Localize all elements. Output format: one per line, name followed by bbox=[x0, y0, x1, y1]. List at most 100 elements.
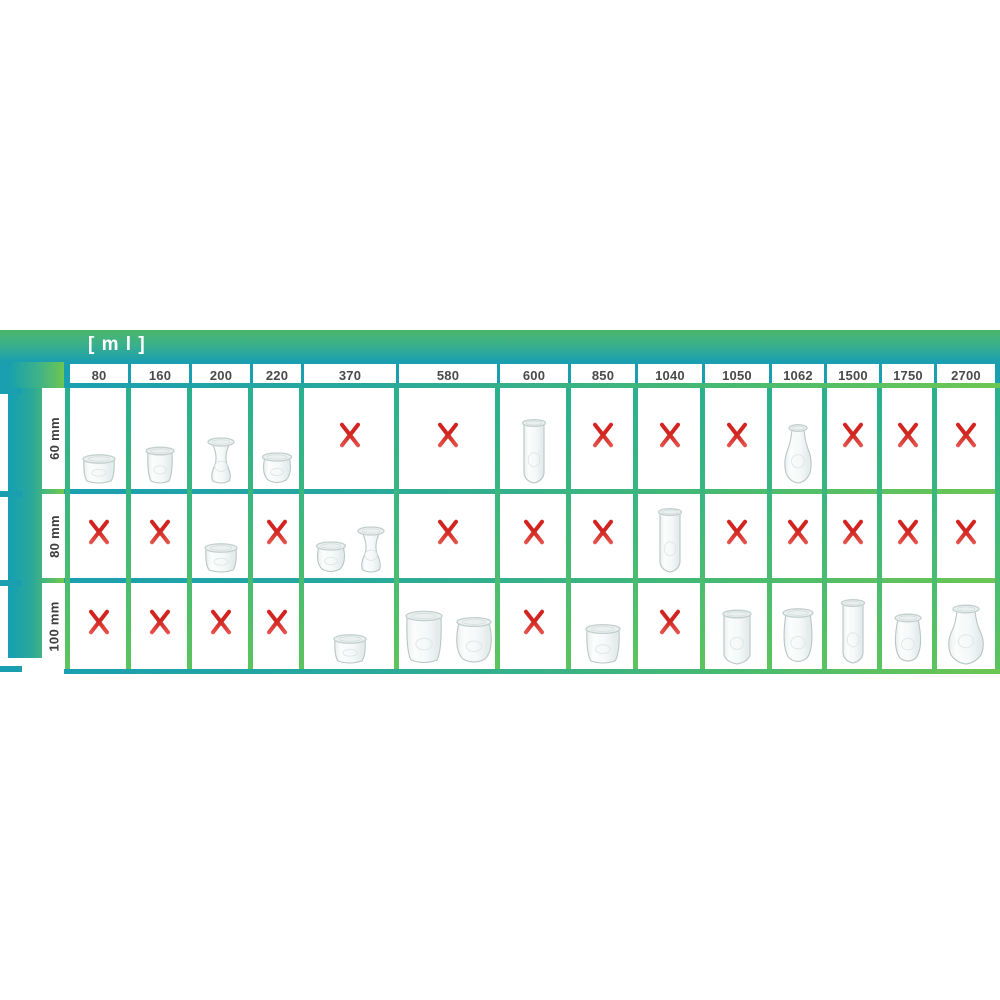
glass-jar-size-matrix: [ m l ] 80 160 200 220 370 580 600 850 1040 1050 1… bbox=[0, 330, 1000, 674]
red-cross-icon bbox=[653, 605, 687, 639]
matrix-cell-100-mm-600[interactable] bbox=[500, 583, 568, 669]
red-cross-icon bbox=[891, 418, 925, 452]
matrix-cell-80-mm-850[interactable] bbox=[571, 494, 635, 578]
matrix-cell-80-mm-220[interactable] bbox=[253, 494, 301, 578]
matrix-cell-80-mm-80[interactable] bbox=[70, 494, 128, 578]
matrix-cell-100-mm-2700[interactable] bbox=[937, 583, 995, 669]
red-cross-icon bbox=[204, 605, 238, 639]
matrix-cell-80-mm-2700[interactable] bbox=[937, 494, 995, 578]
matrix-cell-60-mm-850[interactable] bbox=[571, 388, 635, 489]
column-header-600[interactable]: 600 bbox=[500, 364, 568, 386]
column-divider-10 bbox=[767, 388, 772, 669]
matrix-cell-80-mm-200[interactable] bbox=[192, 494, 250, 578]
column-header-1750[interactable]: 1750 bbox=[882, 364, 934, 386]
matrix-cell-60-mm-1750[interactable] bbox=[882, 388, 934, 489]
red-cross-icon bbox=[82, 605, 116, 639]
matrix-cell-60-mm-600[interactable] bbox=[500, 388, 568, 489]
matrix-cell-100-mm-1750[interactable] bbox=[882, 583, 934, 669]
corner-gradient-block bbox=[8, 362, 64, 388]
column-header-580[interactable]: 580 bbox=[399, 364, 497, 386]
column-header-1040[interactable]: 1040 bbox=[638, 364, 702, 386]
column-header-200[interactable]: 200 bbox=[192, 364, 250, 386]
matrix-cell-100-mm-220[interactable] bbox=[253, 583, 301, 669]
column-header-1062[interactable]: 1062 bbox=[772, 364, 824, 386]
red-cross-icon bbox=[431, 515, 465, 549]
column-header-80[interactable]: 80 bbox=[70, 364, 128, 386]
column-divider-7 bbox=[566, 388, 571, 669]
matrix-cell-80-mm-1062[interactable] bbox=[772, 494, 824, 578]
matrix-cell-100-mm-1050[interactable] bbox=[705, 583, 769, 669]
column-header-strip: 80 160 200 220 370 580 600 850 1040 1050 1062 1500 1… bbox=[0, 362, 1000, 388]
column-divider-1 bbox=[126, 388, 131, 669]
column-divider-3 bbox=[248, 388, 253, 669]
matrix-cell-60-mm-200[interactable] bbox=[192, 388, 250, 489]
row-divider-0 bbox=[64, 383, 1000, 388]
column-header-2700[interactable]: 2700 bbox=[937, 364, 995, 386]
column-divider-9 bbox=[700, 388, 705, 669]
glass-jar-tumbler-low bbox=[329, 631, 371, 665]
column-header-220[interactable]: 220 bbox=[253, 364, 301, 386]
matrix-cell-80-mm-160[interactable] bbox=[131, 494, 189, 578]
matrix-cell-100-mm-1500[interactable] bbox=[827, 583, 879, 669]
matrix-cell-80-mm-600[interactable] bbox=[500, 494, 568, 578]
matrix-cell-100-mm-370[interactable] bbox=[304, 583, 396, 669]
red-cross-icon bbox=[836, 515, 870, 549]
matrix-cell-60-mm-160[interactable] bbox=[131, 388, 189, 489]
spine-tab-1 bbox=[0, 491, 22, 497]
column-divider-12 bbox=[877, 388, 882, 669]
glass-jar-cylinder-tall bbox=[836, 595, 870, 665]
matrix-cell-60-mm-1500[interactable] bbox=[827, 388, 879, 489]
row-header-label: 100 mm bbox=[46, 600, 62, 652]
matrix-cell-100-mm-580[interactable] bbox=[399, 583, 497, 669]
column-header-1050[interactable]: 1050 bbox=[705, 364, 769, 386]
matrix-cell-80-mm-1750[interactable] bbox=[882, 494, 934, 578]
row-divider-3 bbox=[64, 669, 1000, 674]
matrix-cell-100-mm-200[interactable] bbox=[192, 583, 250, 669]
matrix-cell-60-mm-1062[interactable] bbox=[772, 388, 824, 489]
column-header-370[interactable]: 370 bbox=[304, 364, 396, 386]
column-divider-5 bbox=[394, 388, 399, 669]
matrix-cell-100-mm-1062[interactable] bbox=[772, 583, 824, 669]
matrix-cell-60-mm-580[interactable] bbox=[399, 388, 497, 489]
column-header-160[interactable]: 160 bbox=[131, 364, 189, 386]
matrix-cell-60-mm-80[interactable] bbox=[70, 388, 128, 489]
red-cross-icon bbox=[143, 605, 177, 639]
matrix-cell-80-mm-1050[interactable] bbox=[705, 494, 769, 578]
matrix-cell-60-mm-1050[interactable] bbox=[705, 388, 769, 489]
red-cross-icon bbox=[720, 418, 754, 452]
matrix-cell-60-mm-2700[interactable] bbox=[937, 388, 995, 489]
matrix-cell-100-mm-80[interactable] bbox=[70, 583, 128, 669]
matrix-cell-100-mm-1040[interactable] bbox=[638, 583, 702, 669]
row-header-60-mm[interactable]: 60 mm bbox=[42, 388, 66, 489]
column-header-1500[interactable]: 1500 bbox=[827, 364, 879, 386]
glass-jar-tumbler-mid bbox=[581, 621, 625, 665]
matrix-cell-100-mm-160[interactable] bbox=[131, 583, 189, 669]
matrix-cell-80-mm-370[interactable] bbox=[304, 494, 396, 578]
red-cross-icon bbox=[260, 605, 294, 639]
column-divider-4 bbox=[299, 388, 304, 669]
glass-jar-hourglass-small bbox=[353, 522, 389, 574]
glass-jar-bottle-juice bbox=[779, 419, 817, 485]
glass-jar-tulip-round-tall bbox=[777, 603, 819, 665]
column-divider-0 bbox=[65, 388, 70, 669]
red-cross-icon bbox=[260, 515, 294, 549]
matrix-body: 60 mm 80 mm 100 mm bbox=[0, 383, 1000, 674]
matrix-cell-80-mm-580[interactable] bbox=[399, 494, 497, 578]
column-header-850[interactable]: 850 bbox=[571, 364, 635, 386]
matrix-cell-80-mm-1040[interactable] bbox=[638, 494, 702, 578]
matrix-cell-60-mm-1040[interactable] bbox=[638, 388, 702, 489]
red-cross-icon bbox=[586, 418, 620, 452]
spine-tab-3 bbox=[0, 666, 22, 672]
row-divider-1 bbox=[64, 489, 1000, 494]
glass-jar-tulip-small bbox=[312, 538, 350, 574]
column-divider-6 bbox=[495, 388, 500, 669]
red-cross-icon bbox=[949, 418, 983, 452]
matrix-cell-60-mm-370[interactable] bbox=[304, 388, 396, 489]
matrix-cell-100-mm-850[interactable] bbox=[571, 583, 635, 669]
matrix-cell-60-mm-220[interactable] bbox=[253, 388, 301, 489]
glass-jar-cylinder-wide bbox=[717, 605, 757, 665]
row-header-100-mm[interactable]: 100 mm bbox=[42, 583, 66, 669]
row-header-80-mm[interactable]: 80 mm bbox=[42, 494, 66, 578]
glass-jar-cylinder-tall bbox=[653, 504, 687, 574]
matrix-cell-80-mm-1500[interactable] bbox=[827, 494, 879, 578]
